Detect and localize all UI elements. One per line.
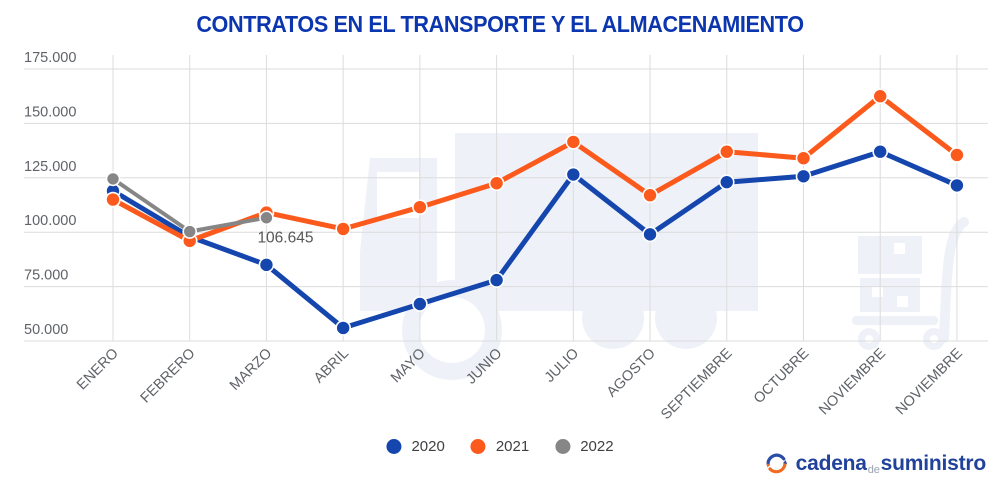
legend-item-2022[interactable]: 2022 xyxy=(555,438,614,455)
legend-item-2020[interactable]: 2020 xyxy=(386,438,445,455)
legend-label-2021: 2021 xyxy=(495,438,530,455)
data-point-2021-ENERO[interactable] xyxy=(105,191,121,208)
data-point-2020-AGOSTO[interactable] xyxy=(642,226,658,243)
data-point-2020-MARZO[interactable] xyxy=(258,257,275,273)
y-tick-label: 100.000 xyxy=(24,213,76,229)
y-tick-label: 75.000 xyxy=(24,268,68,284)
x-tick-label: AGOSTO xyxy=(604,346,659,401)
data-point-2020-OCTUBRE[interactable] xyxy=(795,168,812,185)
data-point-2021-OCTUBRE[interactable] xyxy=(795,150,812,167)
x-tick-label: OCTUBRE xyxy=(751,345,813,407)
truck-watermark xyxy=(360,133,969,380)
data-point-2020-NOVIEMBRE[interactable] xyxy=(872,143,889,160)
data-point-2021-NOVIEMBRE[interactable] xyxy=(872,88,889,104)
y-tick-label: 50.000 xyxy=(24,322,68,338)
data-point-2022-ENERO[interactable] xyxy=(105,171,121,187)
data-point-2020-NOVIEMBRE[interactable] xyxy=(949,177,965,194)
series-line-2020 xyxy=(110,149,960,331)
data-point-2021-MAYO[interactable] xyxy=(412,199,428,215)
chart-title: CONTRATOS EN EL TRANSPORTE Y EL ALMACENA… xyxy=(196,11,804,37)
y-tick-label: 125.000 xyxy=(24,159,76,175)
data-point-2020-ABRIL[interactable] xyxy=(335,320,351,336)
chart-legend: 2020 2021 2022 xyxy=(386,438,614,455)
brand-logo-wordmark: cadenadesuministro xyxy=(795,451,987,476)
y-tick-label: 175.000 xyxy=(24,50,76,66)
annotation-label: 106.645 xyxy=(257,230,313,247)
brand-logo[interactable]: cadenadesuministro xyxy=(764,451,986,476)
x-tick-label: FEBRERO xyxy=(138,346,199,407)
legend-item-2021[interactable]: 2021 xyxy=(470,438,530,455)
data-point-2021-NOVIEMBRE[interactable] xyxy=(949,147,965,163)
series-line-2021 xyxy=(110,93,960,244)
x-tick-label: JULIO xyxy=(542,346,582,386)
data-point-2021-AGOSTO[interactable] xyxy=(642,187,658,204)
legend-dot-2021 xyxy=(470,439,486,454)
cycle-arrows-icon xyxy=(765,453,787,474)
data-point-2020-MAYO[interactable] xyxy=(412,296,428,312)
data-point-2021-JUNIO[interactable] xyxy=(488,175,505,192)
data-point-2020-JULIO[interactable] xyxy=(565,166,582,183)
data-point-2021-JULIO[interactable] xyxy=(565,134,582,150)
legend-label-2022: 2022 xyxy=(580,438,614,455)
data-point-2022-FEBRERO[interactable] xyxy=(182,224,198,239)
data-point-2022-MARZO[interactable] xyxy=(259,210,274,226)
data-point-2020-JUNIO[interactable] xyxy=(488,272,505,288)
x-tick-label: ENERO xyxy=(74,346,122,394)
x-tick-label: NOVIEMBRE xyxy=(893,345,966,418)
data-point-2021-ABRIL[interactable] xyxy=(335,221,351,237)
legend-dot-2022 xyxy=(555,439,571,454)
x-tick-label: ABRIL xyxy=(311,346,352,387)
x-tick-label: MARZO xyxy=(227,346,275,394)
legend-dot-2020 xyxy=(386,439,402,454)
y-tick-label: 150.000 xyxy=(24,104,76,120)
data-point-2020-SEPTIEMBRE[interactable] xyxy=(718,174,735,190)
legend-label-2020: 2020 xyxy=(411,438,445,455)
grid-lines xyxy=(24,55,988,342)
x-tick-label: SEPTIEMBRE xyxy=(658,345,736,423)
data-point-2021-SEPTIEMBRE[interactable] xyxy=(718,143,735,160)
x-tick-label: NOVIEMBRE xyxy=(816,345,889,418)
